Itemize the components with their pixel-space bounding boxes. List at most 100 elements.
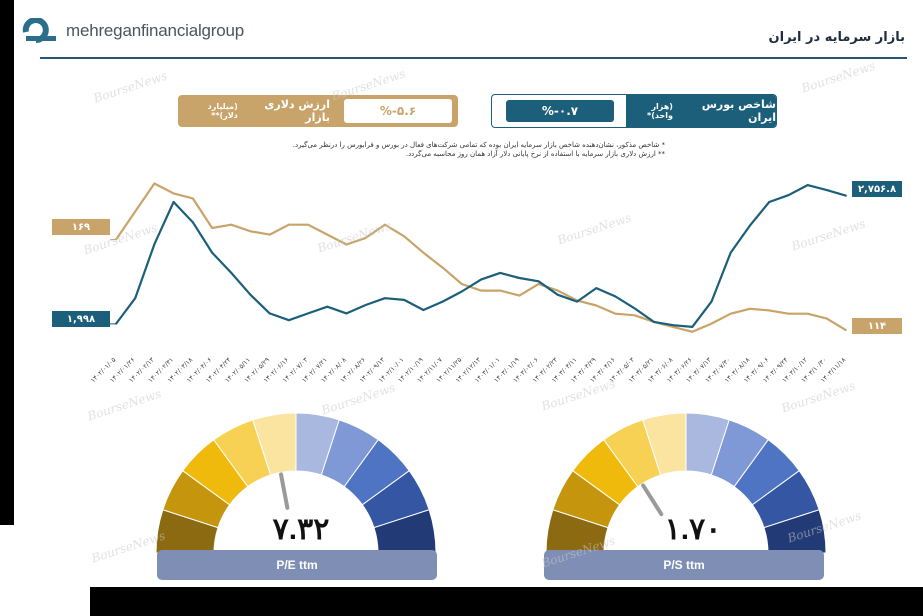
dollar-start-label: ۱۶۹ [52,219,110,235]
index-series-point [729,251,732,254]
dollar-value-series-point [287,223,290,226]
dollar-value-series-point [845,329,847,332]
index-end-label: ۲,۷۵۶.۸ [852,181,902,197]
index-series-point [499,271,502,274]
index-series-point [326,305,329,308]
dollar-value-series-point [326,233,329,236]
dollar-kpi-label: ارزش دلاری بازار (میلیارد دلار)** [182,95,330,127]
dollar-value-series-point [307,223,310,226]
dollar-value-series-point [787,312,790,315]
index-kpi-box: شاخص بورس ایران (هزار واحد)* %-۰.۷ [491,94,777,128]
dollar-value-series-point [749,307,751,310]
logo-mark-icon [22,18,56,43]
dollar-value-series-point [480,289,482,292]
page-title: بازار سرمایه در ایران [768,30,905,45]
index-series-point [825,189,828,192]
index-series-point [768,201,771,203]
index-series-point [287,319,290,322]
index-series [115,184,847,328]
index-series-point [633,307,636,310]
line-chart: ۱۴۰۲/۰۱/۰۵۱۴۰۲/۰۱/۲۶۱۴۰۲/۰۲/۱۳۱۴۰۲/۰۲/۳۱… [89,182,848,384]
index-series-point [710,300,713,303]
index-series-point [191,221,194,224]
index-series-point [518,277,521,279]
dollar-value-series-point [153,182,156,185]
dollar-value-series-point [806,312,809,315]
index-series-point [345,312,348,315]
index-series-point [691,326,694,328]
dollar-value-series-point [518,294,521,297]
footnote-dollar: ** ارزش دلاری بازار سرمایه با استفاده از… [405,150,665,158]
gauge-needle [641,483,664,517]
index-kpi-title: شاخص بورس ایران [701,98,776,124]
index-series-point [172,201,175,203]
dollar-value-series-point [825,317,828,320]
dollar-value-series-point [134,210,137,213]
dollar-value-series-point [172,192,175,195]
index-start-label: ۱,۹۹۸ [52,311,110,327]
index-series-point [153,243,156,246]
index-kpi-change: %-۰.۷ [506,100,614,122]
index-series-point [422,309,425,311]
dollar-value-series-point [230,223,233,226]
index-series-point [249,293,252,296]
logo-text: mehreganfinancialgroup [66,21,245,40]
dollar-kpi-unit: (میلیارد دلار)** [207,102,238,120]
dollar-value-series-point [403,235,406,238]
index-series-point [595,287,598,289]
index-series-point [845,194,847,197]
index-series-point [749,224,751,227]
index-series-point [787,194,790,197]
dollar-value-series-point [460,283,463,285]
index-series-point [556,293,559,296]
index-series-point [480,278,482,281]
dollar-value-series-point [345,243,348,246]
index-series-point [652,320,655,323]
company-logo: mehreganfinancialgroup [22,16,244,46]
index-series-point [614,295,617,298]
index-series-point [364,304,367,306]
ps-gauge [545,412,827,554]
index-series-point [268,312,271,315]
index-series-point [576,300,578,303]
dollar-value-series-point [614,312,617,315]
dollar-value-series-point [499,289,502,292]
ps-label-bar: P/S ttm [544,550,824,580]
dollar-value-series-point [595,304,598,307]
header-divider [40,57,907,59]
dollar-value-series-point [768,309,771,312]
dollar-kpi-title: ارزش دلاری بازار [264,98,330,124]
index-series-point [403,299,406,301]
index-series-point [211,251,213,254]
index-series-point [806,184,809,186]
index-kpi-label: شاخص بورس ایران (هزار واحد)* [626,95,776,127]
index-series-point [384,297,386,300]
dollar-value-series-point [384,223,386,226]
dollar-value-series-point [441,266,444,269]
index-series-point [460,290,463,293]
index-series-point [230,271,233,274]
dollar-value-series-point [249,230,252,233]
left-frame-edge [0,0,14,525]
dollar-value-series-point [556,289,559,292]
ps-value: ۱.۷۰ [664,513,722,546]
pe-gauge [155,412,437,554]
footnote-index: * شاخص مذکور، نشان‌دهنده شاخص بازار سرما… [292,141,665,149]
dollar-value-series-point [211,227,213,229]
dollar-value-series-point [422,251,425,254]
dollar-kpi-change: %-۵.۶ [344,99,452,123]
dollar-end-label: ۱۱۴ [852,318,902,334]
dollar-value-series-point [691,330,694,333]
dollar-value-series-point [537,283,540,285]
index-series-point [672,324,675,327]
pe-value: ۷.۳۲ [272,513,330,546]
dollar-value-series-point [364,237,367,239]
watermark: BourseNews [799,58,878,96]
dollar-value-series-point [672,325,675,328]
bottom-frame-edge [90,587,923,616]
dollar-value-series [115,182,847,333]
index-kpi-unit: (هزار واحد)* [647,102,673,120]
index-series-point [537,280,540,283]
gauge-needle [279,472,290,510]
watermark: BourseNews [91,68,170,106]
